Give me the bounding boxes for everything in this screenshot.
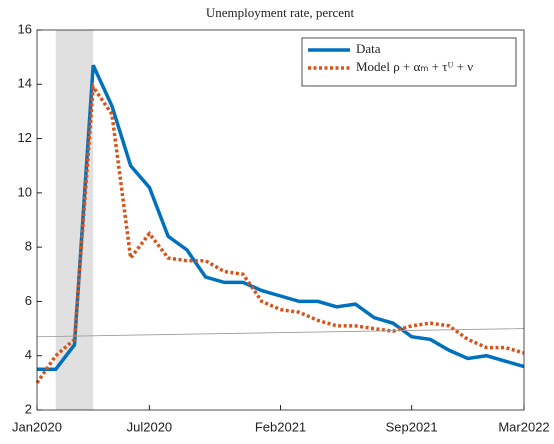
- y-tick-label: 8: [25, 239, 32, 254]
- y-tick-label: 14: [18, 76, 32, 91]
- x-tick-label: Feb2021: [255, 419, 306, 434]
- legend-label: Data: [356, 41, 381, 56]
- y-tick-label: 2: [25, 401, 32, 416]
- series-line: [37, 64, 525, 372]
- legend-label: Model ρ + αₘ + τᵁ + ν: [356, 59, 473, 74]
- y-tick-label: 4: [25, 347, 32, 362]
- plot-frame: [36, 29, 525, 411]
- x-tick-label: Sep2021: [386, 419, 438, 434]
- legend-box: [301, 37, 517, 87]
- x-tick-label: Jan2020: [12, 419, 62, 434]
- series-line: [35, 81, 525, 384]
- y-tick-label: 6: [25, 293, 32, 308]
- x-tick-label: Mar2022: [498, 419, 549, 434]
- series-line: [36, 328, 525, 338]
- y-tick-label: 10: [18, 184, 32, 199]
- y-tick-label: 12: [18, 130, 32, 145]
- x-tick-label: Jul2020: [127, 419, 173, 434]
- y-tick-label: 16: [18, 21, 32, 36]
- chart-title: Unemployment rate, percent: [206, 5, 355, 20]
